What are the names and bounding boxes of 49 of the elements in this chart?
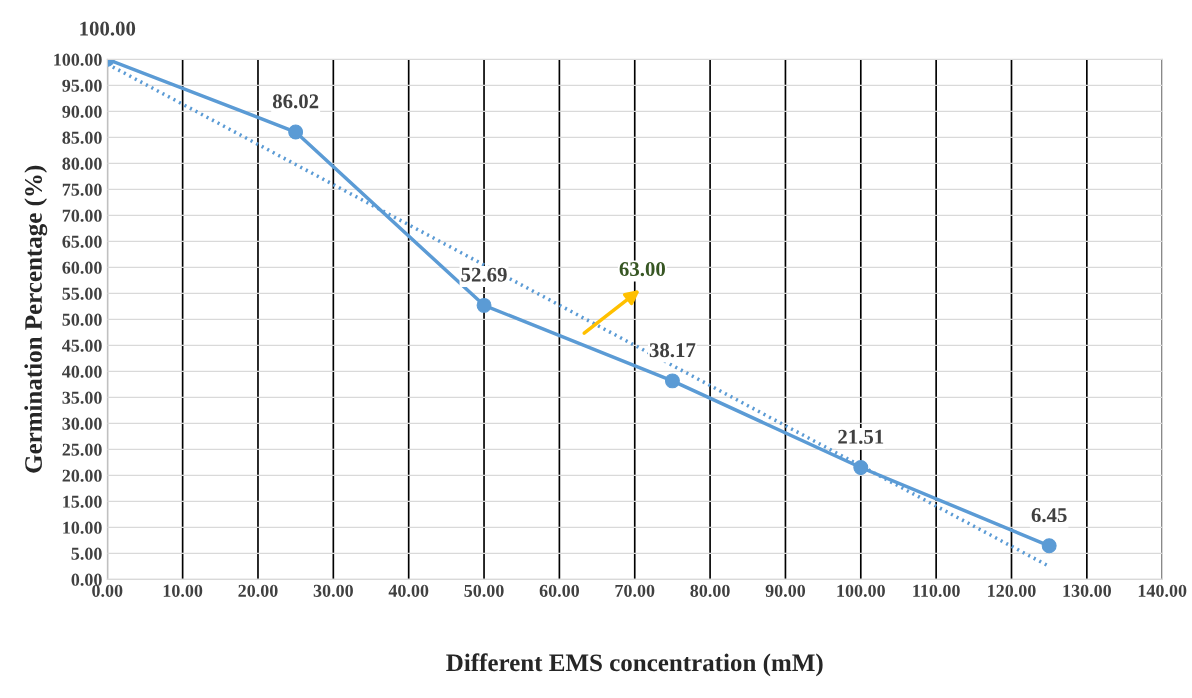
y-tick-label: 85.00: [62, 131, 102, 144]
x-tick-label: 90.00: [765, 584, 806, 597]
x-tick-label: 30.00: [313, 584, 353, 597]
x-tick-label: 10.00: [163, 584, 203, 597]
point: [853, 460, 869, 475]
y-tick-label: 90.00: [62, 105, 102, 118]
y-tick-label: 60.00: [62, 261, 102, 274]
annotation: 63.00: [619, 262, 665, 277]
data-label: 86.02: [272, 94, 319, 109]
x-tick-label: 0.00: [92, 584, 123, 597]
point: [664, 373, 680, 389]
x-tick-label: 130.00: [1063, 584, 1111, 597]
x-tick-label: 80.00: [690, 584, 730, 597]
data-label: 21.51: [838, 429, 884, 444]
y-tick-label: 95.00: [62, 79, 102, 92]
y-tick-label: 30.00: [62, 417, 102, 430]
x-tick-label: 110.00: [913, 584, 960, 597]
y-tick-label: 50.00: [62, 313, 102, 326]
x-tick-label: 140.00: [1138, 584, 1187, 597]
y-axis-title: Germination Percentage (%): [24, 165, 48, 473]
y-tick-label: 35.00: [62, 391, 102, 404]
point: [476, 297, 492, 313]
data-label: 38.17: [649, 343, 696, 358]
y-tick-label: 80.00: [62, 157, 102, 170]
y-tick-label: 25.00: [62, 443, 102, 456]
x-tick-label: 60.00: [539, 584, 580, 597]
x-tick-label: 120.00: [988, 584, 1036, 597]
point: [288, 124, 304, 140]
y-tick-label: 0.00: [71, 573, 102, 586]
y-tick-label: 100.00: [54, 53, 102, 66]
x-axis-title: Different EMS concentration (mM): [446, 653, 823, 677]
y-tick-label: 70.00: [62, 209, 102, 222]
x-tick-label: 50.00: [464, 584, 504, 597]
y-tick-label: 55.00: [62, 287, 102, 300]
x-tick-label: 40.00: [388, 584, 429, 597]
y-tick-label: 5.00: [71, 547, 102, 560]
x-tick-label: 20.00: [238, 584, 278, 597]
y-tick-label: 20.00: [62, 469, 102, 482]
y-tick-label: 45.00: [62, 339, 102, 352]
point: [1041, 538, 1057, 554]
data-label: 52.69: [461, 267, 507, 282]
y-tick-label: 10.00: [63, 521, 102, 534]
y-tick-label: 65.00: [62, 235, 102, 248]
y-tick-label: 15.00: [63, 495, 102, 508]
x-tick-label: 70.00: [615, 584, 655, 597]
data-label: 6.45: [1031, 508, 1067, 523]
y-tick-label: 75.00: [62, 183, 102, 196]
y-tick-label: 40.00: [62, 365, 102, 378]
x-tick-label: 100.00: [837, 584, 885, 597]
